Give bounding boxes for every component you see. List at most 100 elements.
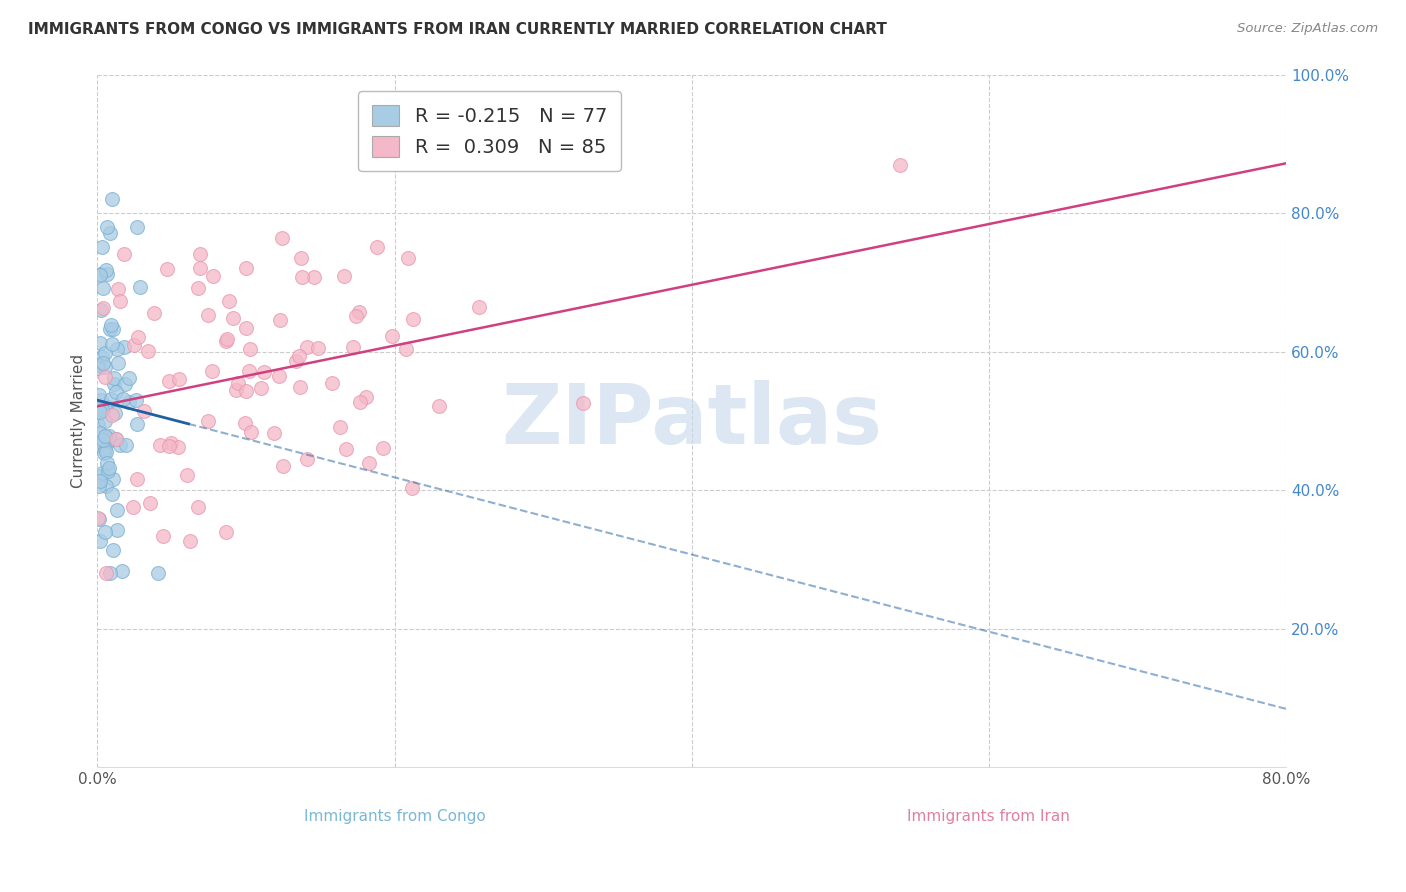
Point — [188, 260, 211, 275]
Point — [101, 322, 124, 336]
Point — [138, 496, 160, 510]
Point — [342, 340, 364, 354]
Point — [160, 436, 183, 450]
Point — [167, 440, 190, 454]
Point — [571, 395, 593, 409]
Point — [152, 529, 174, 543]
Point — [226, 376, 249, 390]
Point — [179, 534, 201, 549]
Point — [87, 512, 110, 526]
Point — [285, 353, 308, 368]
Point — [108, 438, 131, 452]
Point — [87, 361, 110, 376]
Point — [97, 434, 120, 449]
Point — [89, 405, 111, 419]
Point — [402, 312, 425, 326]
Point — [290, 252, 312, 266]
Point — [176, 467, 198, 482]
Point — [111, 564, 134, 578]
Point — [349, 395, 371, 409]
Point — [269, 313, 291, 327]
Point — [373, 441, 395, 455]
Legend: R = -0.215   N = 77, R =  0.309   N = 85: R = -0.215 N = 77, R = 0.309 N = 85 — [359, 91, 621, 170]
Point — [269, 369, 291, 384]
Point — [101, 543, 124, 558]
Point — [148, 566, 170, 581]
Point — [114, 377, 136, 392]
Point — [214, 334, 236, 349]
Point — [101, 408, 124, 422]
Point — [156, 261, 179, 276]
Point — [90, 302, 112, 317]
Point — [235, 321, 257, 335]
Point — [105, 503, 128, 517]
Point — [101, 487, 124, 501]
Point — [118, 371, 141, 385]
Point — [96, 220, 118, 235]
Point — [94, 478, 117, 492]
Point — [94, 442, 117, 457]
Point — [359, 456, 381, 470]
Point — [89, 268, 111, 283]
Point — [235, 384, 257, 398]
Point — [121, 500, 143, 514]
Point — [104, 432, 127, 446]
Point — [250, 381, 273, 395]
Point — [96, 566, 118, 581]
Point — [90, 350, 112, 364]
Point — [344, 309, 367, 323]
Point — [240, 425, 263, 439]
Point — [125, 417, 148, 432]
Point — [101, 192, 124, 206]
Point — [321, 376, 343, 390]
Point — [271, 231, 294, 245]
Point — [96, 456, 118, 470]
Point — [91, 466, 114, 480]
Point — [96, 445, 118, 459]
Point — [215, 525, 238, 540]
Point — [215, 332, 238, 346]
Point — [93, 414, 115, 428]
Point — [201, 364, 224, 378]
Point — [335, 442, 357, 456]
Point — [104, 432, 127, 446]
Point — [91, 356, 114, 370]
Text: ZIPatlas: ZIPatlas — [501, 380, 882, 461]
Point — [112, 340, 135, 354]
Point — [188, 247, 211, 261]
Point — [94, 429, 117, 443]
Point — [112, 392, 135, 407]
Point — [467, 300, 489, 314]
Point — [218, 294, 240, 309]
Point — [288, 349, 311, 363]
Point — [366, 240, 388, 254]
Point — [96, 267, 118, 281]
Point — [333, 269, 356, 284]
Text: IMMIGRANTS FROM CONGO VS IMMIGRANTS FROM IRAN CURRENTLY MARRIED CORRELATION CHAR: IMMIGRANTS FROM CONGO VS IMMIGRANTS FROM… — [28, 22, 887, 37]
Point — [295, 452, 318, 467]
Point — [187, 500, 209, 514]
Point — [253, 365, 276, 379]
Point — [197, 308, 219, 322]
Point — [105, 342, 128, 356]
Point — [233, 416, 256, 430]
Point — [94, 359, 117, 374]
Text: Immigrants from Iran: Immigrants from Iran — [907, 809, 1070, 824]
Point — [107, 356, 129, 370]
Point — [86, 402, 108, 417]
Point — [125, 220, 148, 235]
Point — [105, 384, 128, 399]
Text: Immigrants from Congo: Immigrants from Congo — [304, 809, 485, 824]
Point — [89, 469, 111, 483]
Point — [167, 372, 190, 386]
Point — [225, 384, 247, 398]
Point — [197, 414, 219, 428]
Point — [271, 459, 294, 474]
Point — [97, 429, 120, 443]
Point — [125, 393, 148, 408]
Point — [143, 306, 166, 320]
Point — [132, 404, 155, 418]
Point — [115, 438, 138, 452]
Point — [87, 478, 110, 492]
Point — [89, 425, 111, 440]
